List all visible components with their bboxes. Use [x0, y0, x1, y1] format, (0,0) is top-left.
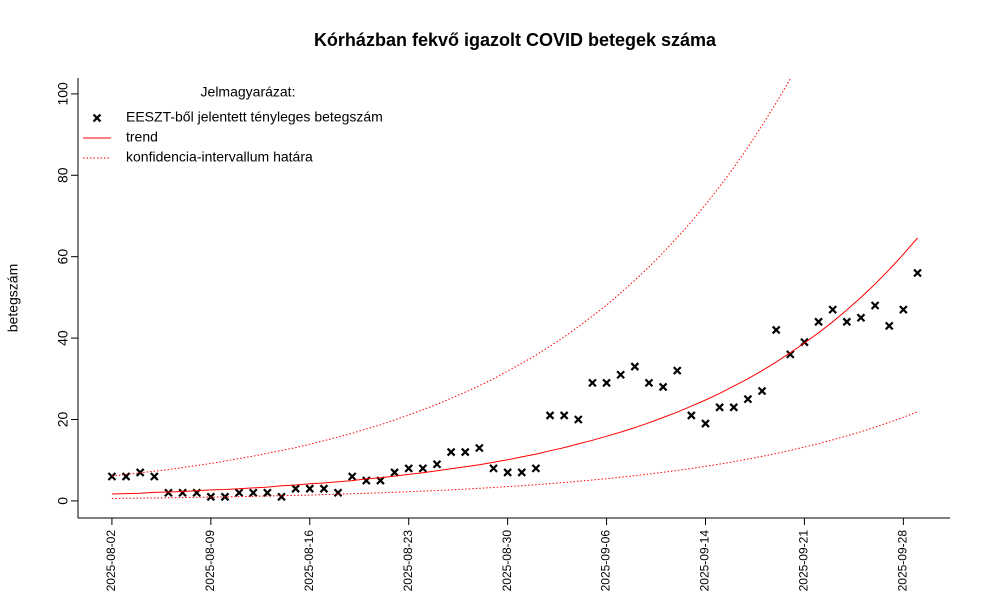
legend-title: Jelmagyarázat:	[201, 84, 296, 100]
data-point	[743, 394, 753, 404]
y-axis-label: betegszám	[5, 264, 21, 332]
x-tick-label: 2025-08-23	[401, 530, 415, 592]
data-point	[178, 488, 187, 498]
legend-symbol	[92, 113, 102, 123]
data-point	[305, 484, 315, 493]
data-point	[672, 366, 682, 375]
y-tick-label: 0	[55, 497, 71, 505]
data-point	[475, 443, 484, 453]
data-point	[489, 464, 498, 473]
plot-area	[107, 78, 922, 502]
data-point	[432, 459, 442, 469]
data-point	[531, 464, 541, 473]
data-point	[559, 411, 569, 420]
confidence-line	[111, 411, 918, 499]
y-tick-label: 20	[55, 412, 71, 428]
data-point	[715, 403, 724, 412]
data-point	[107, 472, 117, 481]
data-point	[234, 488, 244, 498]
x-tick-label: 2025-09-28	[896, 530, 910, 592]
x-tick-label: 2025-09-14	[698, 530, 712, 592]
data-point	[588, 378, 597, 388]
x-tick-label: 2025-09-21	[797, 530, 811, 592]
data-point	[701, 419, 710, 428]
data-point	[277, 492, 286, 502]
data-point	[333, 488, 343, 498]
x-tick-label: 2025-08-30	[500, 530, 514, 592]
data-point	[164, 488, 173, 498]
legend-label: EESZT-ből jelentett tényleges betegszám	[126, 109, 383, 125]
x-tick-label: 2025-09-06	[599, 530, 613, 592]
data-point	[404, 464, 413, 473]
data-point	[503, 468, 512, 477]
data-point	[644, 378, 654, 388]
legend: Jelmagyarázat: EESZT-ből jelentett tényle…	[83, 84, 383, 165]
data-point	[248, 488, 258, 498]
y-tick-label: 100	[55, 82, 71, 106]
x-tick-label: 2025-08-16	[302, 530, 316, 592]
data-point	[121, 472, 131, 481]
trend-line	[111, 237, 918, 495]
data-point	[913, 268, 922, 278]
data-point	[828, 305, 837, 314]
data-point	[658, 382, 668, 392]
data-point	[460, 447, 470, 457]
data-point	[814, 317, 823, 327]
data-point	[574, 415, 583, 424]
data-point	[150, 472, 159, 481]
data-point	[870, 301, 880, 310]
data-point	[418, 464, 428, 473]
data-point	[856, 313, 866, 323]
data-point	[446, 447, 456, 457]
legend-label: trend	[126, 129, 158, 145]
data-point	[771, 325, 781, 335]
data-point	[319, 484, 329, 493]
data-point	[602, 378, 611, 388]
data-point	[630, 362, 640, 371]
data-point	[687, 411, 696, 420]
data-point	[291, 484, 300, 493]
data-point	[786, 350, 795, 359]
y-tick-label: 40	[55, 330, 71, 346]
data-point	[545, 411, 555, 420]
y-tick-label: 80	[55, 167, 71, 183]
data-point	[616, 370, 625, 380]
x-tick-label: 2025-08-02	[104, 530, 118, 592]
data-point	[263, 488, 272, 498]
data-point	[842, 317, 852, 327]
data-point	[347, 472, 357, 481]
data-point	[899, 305, 908, 314]
data-point	[884, 321, 894, 331]
data-point	[390, 468, 399, 477]
data-point	[757, 386, 767, 396]
data-point	[729, 403, 739, 412]
y-tick-label: 60	[55, 249, 71, 265]
legend-label: konfidencia-intervallum határa	[126, 149, 313, 165]
chart-title: Kórházban fekvő igazolt COVID betegek sz…	[314, 30, 717, 50]
x-tick-label: 2025-08-09	[203, 530, 217, 592]
confidence-line	[111, 78, 792, 477]
data-point	[517, 468, 527, 477]
